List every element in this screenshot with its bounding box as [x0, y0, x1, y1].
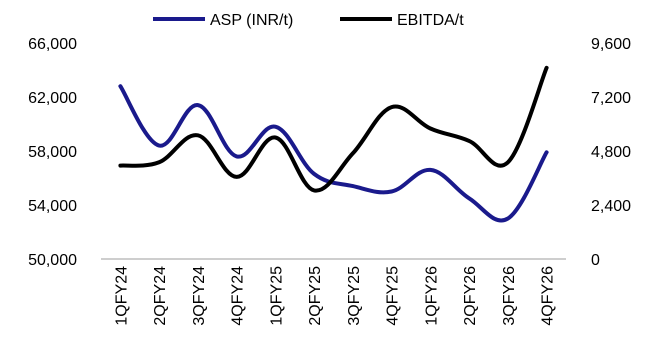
- left-tick-label: 58,000: [28, 144, 77, 161]
- left-tick-label: 62,000: [28, 90, 77, 107]
- right-axis-ticks: 0 2,400 4,800 7,200 9,600: [591, 36, 631, 269]
- legend: ASP (INR/t) EBITDA/t: [153, 12, 464, 29]
- right-tick-label: 4,800: [591, 144, 631, 161]
- left-tick-label: 66,000: [28, 36, 77, 53]
- left-tick-label: 54,000: [28, 198, 77, 215]
- x-tick-label: 1QFY24: [113, 266, 130, 326]
- right-tick-label: 2,400: [591, 198, 631, 215]
- right-tick-label: 7,200: [591, 90, 631, 107]
- right-tick-label: 0: [591, 252, 600, 269]
- series-layer: [118, 65, 549, 223]
- legend-label-asp: ASP (INR/t): [210, 12, 293, 29]
- x-tick-label: 3QFY24: [191, 266, 208, 326]
- x-tick-label: 2QFY26: [462, 266, 479, 326]
- series-line-ebitda: [118, 65, 549, 193]
- left-tick-label: 50,000: [28, 252, 77, 269]
- x-tick-label: 4QFY24: [230, 266, 247, 326]
- x-axis-ticks: 1QFY24 2QFY24 3QFY24 4QFY24 1QFY25 2QFY25 3QFY…: [113, 266, 556, 326]
- x-tick-label: 2QFY24: [152, 266, 169, 326]
- x-tick-label: 1QFY26: [423, 266, 440, 326]
- x-tick-label: 4QFY26: [540, 266, 557, 326]
- x-tick-label: 3QFY25: [346, 266, 363, 326]
- x-tick-label: 1QFY25: [268, 266, 285, 326]
- left-axis-ticks: 50,000 54,000 58,000 62,000 66,000: [28, 36, 77, 269]
- right-tick-label: 9,600: [591, 36, 631, 53]
- x-tick-label: 3QFY26: [501, 266, 518, 326]
- x-tick-label: 4QFY25: [385, 266, 402, 326]
- x-tick-label: 2QFY25: [307, 266, 324, 326]
- legend-label-ebitda: EBITDA/t: [397, 12, 464, 29]
- series-line-asp: [118, 84, 549, 223]
